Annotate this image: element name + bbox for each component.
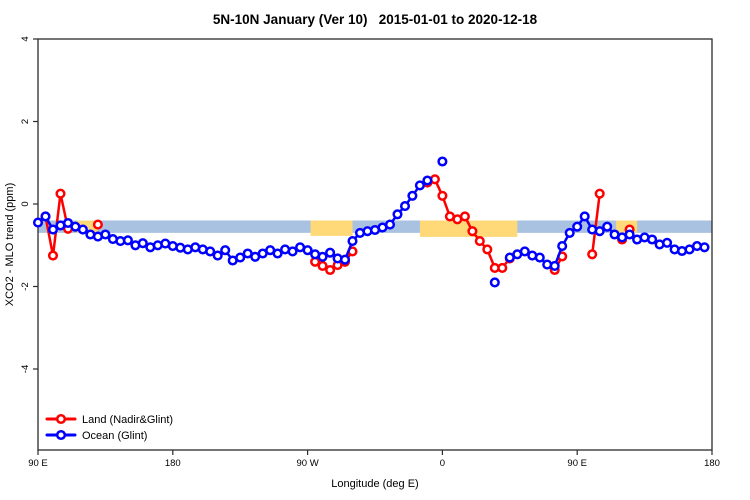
data-point-ocean	[564, 227, 575, 238]
data-point-ocean	[662, 237, 673, 248]
data-point-ocean	[122, 235, 133, 246]
data-point-ocean	[579, 211, 590, 222]
x-tick-label: 90 E	[28, 458, 48, 469]
data-point-ocean	[407, 190, 418, 201]
data-point-ocean	[235, 252, 246, 263]
data-point-ocean	[384, 219, 396, 230]
data-point-ocean	[302, 245, 313, 256]
legend-label-land: Land (Nadir&Glint)	[82, 414, 173, 426]
y-tick-label: 2	[20, 119, 31, 124]
x-tick-label: 180	[704, 458, 720, 469]
data-point-ocean	[287, 246, 298, 257]
data-point-ocean	[339, 254, 351, 265]
data-point-land	[47, 250, 59, 261]
data-point-land	[317, 260, 328, 271]
data-point-ocean	[32, 217, 44, 228]
data-point-ocean	[47, 224, 59, 235]
x-axis-label: Longitude (deg E)	[331, 478, 418, 490]
data-point-land	[437, 190, 448, 201]
x-tick-label: 180	[165, 458, 181, 469]
data-point-ocean	[325, 247, 336, 258]
data-point-land	[325, 264, 336, 276]
legend-marker-land	[55, 413, 67, 425]
data-point-ocean	[422, 175, 433, 186]
data-point-ocean	[272, 248, 283, 259]
data-point-ocean	[557, 241, 568, 252]
data-point-ocean	[594, 226, 605, 237]
data-point-ocean	[534, 252, 545, 263]
legend: Land (Nadir&Glint) Ocean (Glint)	[45, 413, 173, 442]
data-point-ocean	[624, 229, 635, 240]
data-point-ocean	[137, 238, 148, 249]
data-point-ocean	[489, 277, 500, 288]
data-point-land	[92, 219, 103, 230]
land-patch	[310, 220, 353, 236]
y-tick-label: 4	[20, 36, 31, 41]
data-point-ocean	[399, 201, 411, 212]
data-point-land	[467, 226, 478, 237]
data-point-land	[587, 249, 598, 260]
data-point-land	[55, 188, 66, 199]
series-ocean	[32, 156, 710, 288]
data-point-ocean	[220, 245, 231, 256]
data-point-ocean	[572, 221, 583, 232]
legend-label-ocean: Ocean (Glint)	[82, 430, 147, 442]
data-point-ocean	[100, 229, 111, 240]
data-point-ocean	[205, 246, 216, 257]
data-point-ocean	[519, 246, 530, 257]
data-point-land	[482, 244, 493, 255]
data-point-ocean	[77, 224, 88, 235]
data-point-ocean	[549, 260, 560, 271]
y-tick-label: -2	[20, 282, 31, 290]
data-point-ocean	[212, 250, 223, 261]
plot-box	[37, 38, 713, 451]
data-point-ocean	[602, 221, 613, 232]
data-point-land	[474, 236, 485, 247]
data-point-ocean	[414, 180, 425, 191]
legend-marker-ocean	[55, 429, 67, 441]
data-point-ocean	[317, 251, 328, 262]
data-point-ocean	[40, 211, 51, 222]
data-point-land	[594, 188, 605, 199]
x-tick-label: 0	[440, 458, 445, 469]
data-point-land	[459, 211, 470, 222]
y-axis-label: XCO2 - MLO trend (ppm)	[4, 183, 16, 306]
x-tick-label: 90 W	[297, 458, 319, 469]
data-point-ocean	[62, 217, 74, 229]
data-point-ocean	[392, 209, 403, 220]
x-tick-label: 90 E	[567, 458, 587, 469]
data-point-ocean	[699, 242, 710, 253]
data-point-ocean	[647, 234, 658, 245]
data-point-ocean	[347, 236, 358, 247]
data-point-ocean	[437, 156, 448, 167]
chart-title: 5N-10N January (Ver 10) 2015-01-01 to 20…	[213, 12, 538, 27]
y-tick-label: -4	[20, 365, 31, 373]
series-line-land	[590, 192, 601, 256]
data-point-land	[497, 262, 508, 273]
y-tick-label: 0	[20, 201, 31, 206]
